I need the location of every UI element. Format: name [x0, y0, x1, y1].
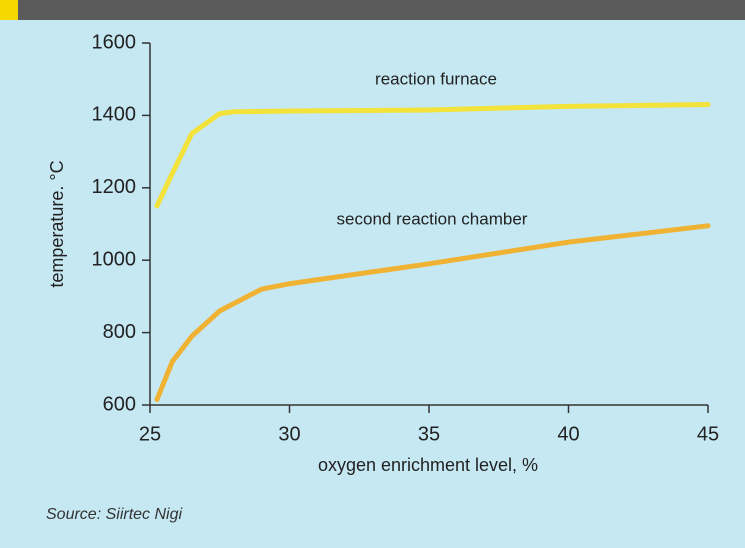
header-accent: [0, 0, 18, 20]
y-tick-label: 1200: [92, 176, 137, 198]
line: [154, 102, 711, 209]
y-tick-label: 1400: [92, 104, 137, 126]
x-tick-label: 45: [697, 423, 719, 445]
x-tick-label: 40: [557, 423, 579, 445]
annotation: reaction furnace: [375, 69, 497, 88]
line: [154, 223, 711, 403]
x-axis-label: oxygen enrichment level, %: [318, 455, 538, 475]
x-tick-label: 25: [139, 423, 161, 445]
y-tick-label: 600: [103, 393, 136, 415]
y-axis-label: temperature. °C: [47, 160, 67, 287]
x-tick-label: 35: [418, 423, 440, 445]
y-tick-label: 1000: [92, 248, 137, 270]
header-bar: [0, 0, 745, 20]
x-tick-label: 30: [278, 423, 300, 445]
annotation: second reaction chamber: [337, 209, 528, 228]
y-tick-label: 1600: [92, 31, 137, 53]
source: Source: Siirtec Nigi: [46, 506, 182, 523]
y-tick-label: 800: [103, 321, 136, 343]
